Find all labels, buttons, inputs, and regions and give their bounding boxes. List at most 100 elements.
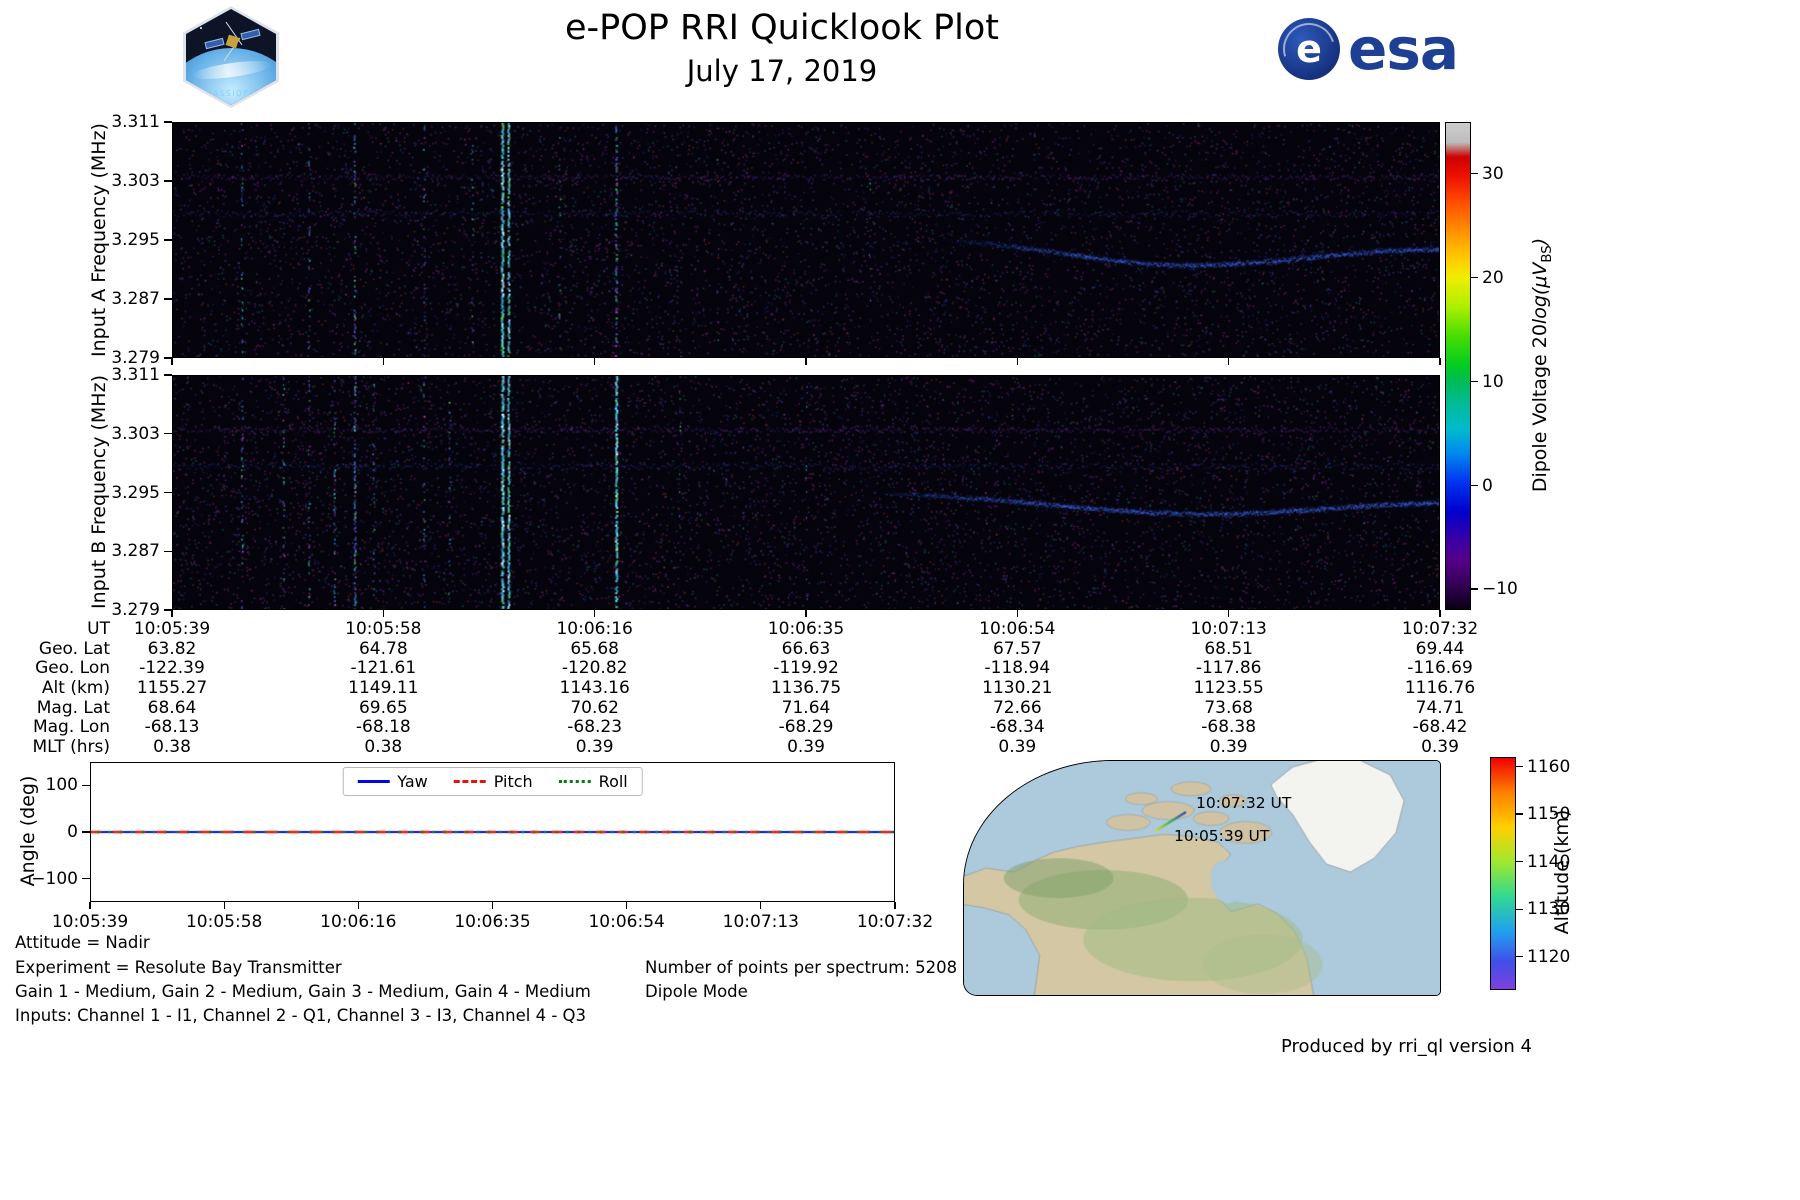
axis-tick [82,831,90,833]
attitude-angle-plot: Yaw Pitch Roll [90,762,895,902]
legend-item-pitch: Pitch [453,772,533,791]
altitude-colorbar-tick-label: 1140 [1527,851,1571,872]
axis-tick [594,610,596,617]
legend-line-sample [357,780,390,783]
frequency-tick-label: 3.279 [111,348,160,368]
frequency-tick-label: 3.303 [111,171,160,191]
ephemeris-value: 0.39 [1209,737,1248,758]
frequency-tick-label: 3.295 [111,230,160,250]
ephemeris-value: 71.64 [781,697,831,718]
axis-tick [1516,813,1523,815]
version-credit: Produced by rri_ql version 4 [1280,1036,1532,1057]
esa-logo: e esa [1273,13,1459,85]
ephemeris-value: 72.66 [992,697,1042,718]
axis-tick [1016,610,1018,617]
ephemeris-value: 63.82 [147,638,197,659]
axis-tick [89,902,91,909]
axis-tick [1439,610,1441,617]
ephemeris-value: 1149.11 [348,678,419,699]
satellite-body-icon [225,34,240,49]
ephemeris-value: 0.39 [998,737,1037,758]
axis-tick [1471,484,1478,487]
ephemeris-value: 74.71 [1415,697,1465,718]
ephemeris-value: 10:07:32 [1401,619,1479,639]
ephemeris-value: 10:06:35 [767,619,845,639]
angle-xtick-label: 10:06:16 [320,912,397,932]
dipole-colorbar-tick-label: 30 [1482,163,1504,184]
ephemeris-column: 10:06:16 65.68 -120.82 1143.16 70.62 -68.23 0.… [520,619,670,758]
angle-xtick-label: 10:06:54 [588,912,665,932]
gains-annotation: Gain 1 - Medium, Gain 2 - Medium, Gain 3… [15,982,591,1001]
axis-tick [164,357,172,359]
patch-background: CASSIOPE [186,9,276,105]
ephemeris-row-labels: UT Geo. Lat Geo. Lon Alt (km) Mag. Lat Mag. L… [10,619,110,758]
axis-tick [1471,277,1478,279]
angle-ytick-label: 0 [67,822,78,842]
ephemeris-value: 10:06:54 [979,619,1056,639]
axis-tick [171,610,173,617]
axis-tick [164,491,172,494]
altitude-colorbar-tick-label: 1160 [1527,756,1571,777]
input-b-spectrogram-canvas [173,376,1439,609]
satellite-solar-panel [204,37,225,50]
angle-xtick-label: 10:05:58 [185,912,263,932]
axis-tick [223,902,225,909]
ephemeris-value: 0.39 [1421,737,1459,758]
axis-tick [1471,381,1478,383]
ephemeris-row-label: Geo. Lon [35,658,110,679]
angle-ytick-label: 100 [45,775,78,796]
angle-xtick-label: 10:06:35 [454,912,531,932]
axis-tick [1471,588,1478,590]
ephemeris-column: 10:06:35 66.63 -119.92 1136.75 71.64 -68.29 0.… [731,619,881,758]
axis-tick [357,902,359,909]
legend-label: Roll [598,772,628,791]
axis-tick [1228,610,1230,617]
dipole-colorbar-tick-label: 20 [1482,267,1504,288]
dipole-colorbar-tick-label: −10 [1482,579,1518,600]
ephemeris-value: -68.38 [1201,717,1257,738]
axis-tick [382,610,384,617]
ephemeris-value: 10:05:58 [345,619,422,639]
ephemeris-value: 64.78 [358,638,408,659]
ephemeris-value: 1143.16 [559,678,630,699]
axis-tick [164,298,172,300]
dipole-label-close: ) [1529,237,1551,246]
ephemeris-value: -68.42 [1412,717,1468,738]
points-per-spectrum-annotation: Number of points per spectrum: 5208 [645,958,958,977]
legend-label: Pitch [493,772,533,791]
ephemeris-value: 1116.76 [1404,678,1476,699]
axis-tick [82,784,90,786]
ephemeris-value: 0.38 [364,737,403,758]
star-dot [200,27,202,29]
ephemeris-column: 10:06:54 67.57 -118.94 1130.21 72.66 -68.34 0.… [942,619,1092,758]
axis-tick [1516,861,1523,863]
ephemeris-value: -68.29 [778,717,834,738]
ephemeris-value: -117.86 [1195,658,1262,679]
input-b-spectrogram [172,375,1440,610]
attitude-annotation: Attitude = Nadir [15,933,150,952]
ephemeris-row-label: UT [87,619,110,639]
legend-item-roll: Roll [558,772,628,791]
axis-tick [805,358,807,365]
patch-mission-name: CASSIOPE [206,89,256,98]
axis-tick [382,358,384,365]
ephemeris-value: 1155.27 [136,678,208,699]
ephemeris-value: 68.64 [147,697,197,718]
ephemeris-value: 69.44 [1415,638,1465,659]
satellite-solar-panel [240,28,261,41]
dipole-voltage-colorbar [1445,122,1471,610]
ground-track-map-canvas [964,761,1440,995]
altitude-colorbar-tick-label: 1120 [1527,946,1571,967]
dipole-label-math: log(μV [1529,262,1551,325]
axis-tick [1439,358,1441,365]
axis-tick [626,902,628,909]
axis-tick [1516,908,1523,910]
axis-tick [760,902,762,909]
ephemeris-value: -122.39 [139,658,205,679]
axis-tick [171,358,173,365]
ephemeris-value: 68.51 [1204,638,1253,659]
input-a-spectrogram [172,122,1440,358]
dipole-label-prefix: Dipole Voltage 20 [1529,324,1551,493]
ephemeris-value: -68.18 [355,717,411,738]
axis-tick [805,610,807,617]
